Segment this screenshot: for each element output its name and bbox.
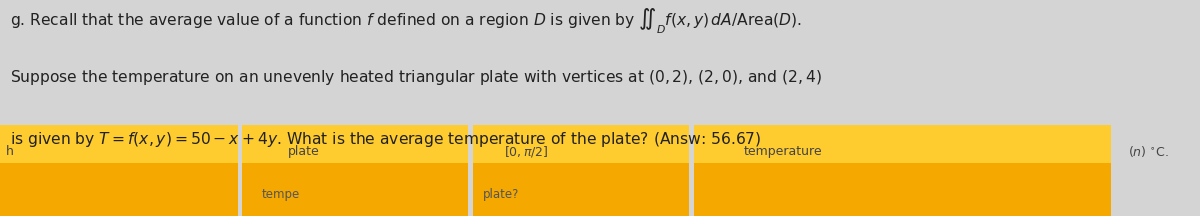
Text: Suppose the temperature on an unevenly heated triangular plate with vertices at : Suppose the temperature on an unevenly h…	[10, 68, 822, 87]
Bar	[0, 163, 238, 216]
Bar	[694, 163, 1111, 216]
Text: plate?: plate?	[482, 188, 518, 201]
Bar	[473, 125, 689, 163]
Bar	[473, 163, 689, 216]
Text: is given by $T = f(x, y) = 50 - x + 4y$. What is the average temperature of the : is given by $T = f(x, y) = 50 - x + 4y$.…	[10, 130, 761, 149]
Text: tempe: tempe	[262, 188, 300, 201]
Text: h: h	[6, 145, 14, 158]
Text: $(n)$ $^{\circ}$C.: $(n)$ $^{\circ}$C.	[1128, 144, 1169, 159]
Text: plate: plate	[288, 145, 319, 158]
Bar	[0, 125, 238, 163]
Bar	[694, 125, 1111, 163]
Text: g. Recall that the average value of a function $f$ defined on a region $D$ is gi: g. Recall that the average value of a fu…	[10, 6, 802, 36]
Bar	[242, 125, 468, 163]
Text: temperature: temperature	[744, 145, 823, 158]
Bar	[242, 163, 468, 216]
Text: $[0, \pi/2]$: $[0, \pi/2]$	[504, 144, 548, 159]
